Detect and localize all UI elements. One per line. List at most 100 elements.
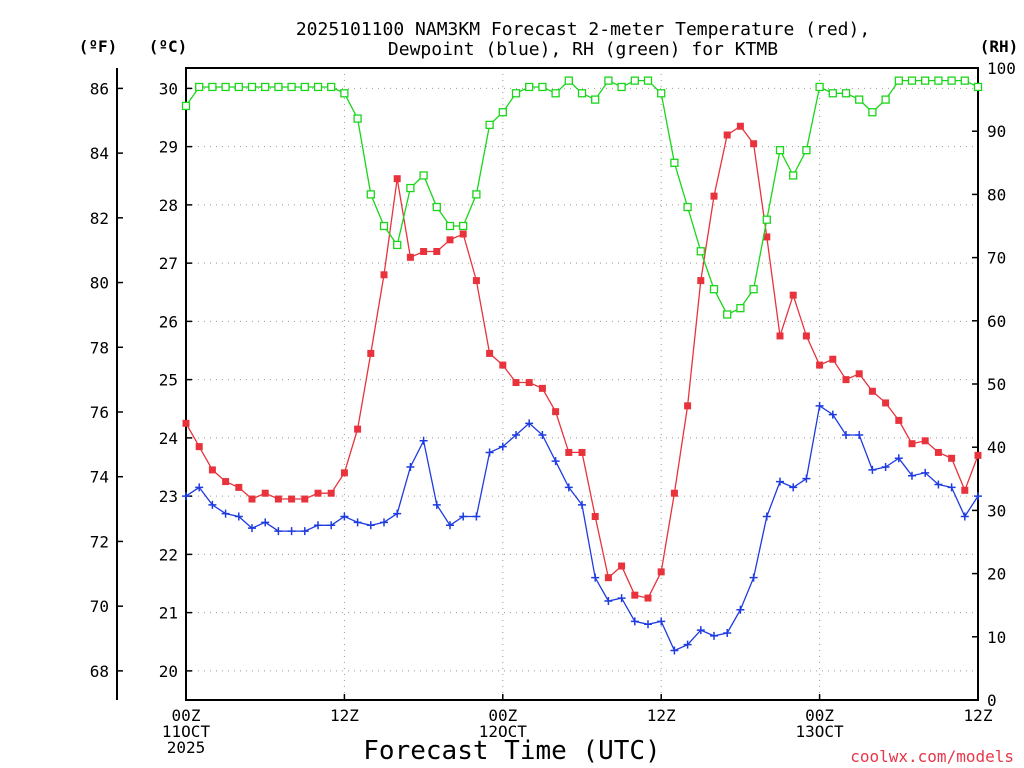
series-1-point-9	[300, 527, 309, 536]
series-0-point-12	[340, 469, 348, 477]
series-2-point-26	[525, 82, 534, 92]
series-1-point-21	[459, 512, 468, 521]
series-0-point-7	[274, 495, 282, 503]
series-0-point-19	[433, 247, 441, 255]
series-0-point-51	[855, 370, 863, 378]
fahrenheit-tick-label-68: 68	[90, 662, 109, 681]
series-1-point-58	[947, 483, 956, 492]
chart-title-line-2: Dewpoint (blue), RH (green) for KTMB	[388, 39, 778, 60]
series-0-point-25	[512, 379, 520, 387]
credit-text: coolwx.com/models	[850, 747, 1014, 766]
fahrenheit-tick-label-74: 74	[90, 468, 109, 487]
series-1-point-22	[472, 512, 481, 521]
series-1-point-31	[591, 573, 600, 582]
series-1-point-15	[380, 518, 388, 527]
series-1-point-2	[208, 500, 217, 509]
series-2-point-32	[604, 76, 613, 85]
series-1-point-14	[366, 521, 375, 530]
series-1-point-24	[498, 442, 507, 451]
axes: 20 21 22 23 24 25 26 27 28 29 30 68 70 72 74 76 78 80 82 84…	[90, 59, 1016, 757]
rh-tick-label-70: 70	[987, 249, 1006, 268]
series-1-point-33	[617, 594, 626, 603]
series-layer	[181, 76, 983, 655]
series-1-point-7	[274, 527, 283, 536]
series-1-point-29	[564, 483, 573, 492]
x-axis-title: Forecast Time (UTC)	[363, 736, 660, 766]
series-2-point-27	[538, 82, 547, 92]
series-0-point-32	[604, 574, 612, 582]
celsius-unit-label: (ºC)	[149, 37, 188, 56]
series-1-point-8	[287, 527, 296, 536]
series-0-point-47	[802, 332, 810, 340]
series-2-point-4	[234, 82, 243, 92]
series-1-point-11	[327, 521, 336, 530]
series-0-point-24	[499, 361, 507, 369]
fahrenheit-tick-label-78: 78	[90, 338, 109, 357]
fahrenheit-tick-label-76: 76	[90, 403, 109, 422]
series-2-point-49	[828, 89, 837, 98]
series-0-point-44	[763, 233, 771, 241]
series-1-point-25	[512, 430, 520, 439]
series-2-point-16	[393, 240, 402, 250]
series-0-point-60	[974, 451, 982, 459]
celsius-tick-label-30: 30	[159, 79, 178, 98]
series-2-point-44	[762, 215, 771, 224]
series-0-point-57	[934, 448, 942, 456]
series-2-point-14	[366, 190, 375, 199]
series-2-point-37	[670, 158, 679, 167]
series-1-point-36	[657, 617, 666, 626]
rh-tick-label-100: 100	[987, 59, 1016, 78]
series-2-point-10	[313, 82, 323, 92]
series-0-point-15	[380, 271, 388, 279]
series-0-point-14	[367, 349, 375, 357]
series-2-point-13	[353, 114, 362, 123]
fahrenheit-tick-label-72: 72	[90, 532, 109, 551]
series-2-point-54	[894, 76, 903, 85]
celsius-tick-label-29: 29	[159, 138, 178, 157]
series-2-point-0	[181, 101, 191, 111]
series-0-point-20	[446, 236, 454, 244]
series-2-point-48	[815, 82, 824, 92]
rh-tick-label-80: 80	[987, 185, 1006, 204]
series-0-point-10	[314, 489, 322, 497]
series-0-point-29	[565, 448, 573, 456]
series-1-point-40	[710, 631, 718, 640]
series-1-point-44	[762, 512, 771, 521]
x-tick-label-0-0: 00Z	[172, 706, 201, 725]
series-1-point-6	[261, 518, 270, 527]
series-0-point-42	[736, 122, 744, 130]
series-0-point-49	[829, 355, 837, 363]
series-0-point-34	[631, 591, 639, 599]
rh-tick-label-40: 40	[987, 438, 1006, 457]
series-0-point-8	[288, 495, 296, 503]
series-2-point-53	[881, 95, 890, 104]
rh-tick-label-90: 90	[987, 122, 1006, 141]
series-1-point-55	[908, 471, 916, 480]
series-1-point-26	[525, 419, 534, 428]
celsius-tick-label-22: 22	[159, 545, 178, 564]
series-1-point-52	[868, 465, 877, 474]
series-1-point-37	[670, 646, 679, 655]
series-0	[182, 122, 982, 602]
series-1-point-46	[789, 483, 798, 492]
series-1-point-13	[353, 518, 362, 527]
series-1-point-41	[723, 629, 732, 638]
series-0-point-52	[868, 387, 876, 395]
chart-title-line-1: 2025101100 NAM3KM Forecast 2-meter Tempe…	[296, 19, 870, 40]
series-0-point-36	[657, 568, 665, 576]
series-1-point-4	[234, 512, 243, 521]
celsius-tick-label-26: 26	[159, 312, 178, 331]
series-1-point-12	[340, 512, 349, 521]
series-1-point-17	[406, 463, 415, 472]
series-0-point-5	[248, 495, 256, 503]
series-2-point-31	[591, 95, 600, 104]
series-0-point-56	[921, 437, 929, 445]
series-0-point-26	[525, 379, 533, 387]
series-0-point-0	[182, 419, 190, 427]
series-0-point-18	[420, 247, 428, 255]
series-0-point-4	[235, 483, 243, 491]
series-2-point-9	[300, 82, 309, 92]
series-1-point-30	[578, 500, 586, 509]
celsius-tick-label-24: 24	[159, 429, 178, 448]
series-2-point-17	[406, 183, 415, 193]
